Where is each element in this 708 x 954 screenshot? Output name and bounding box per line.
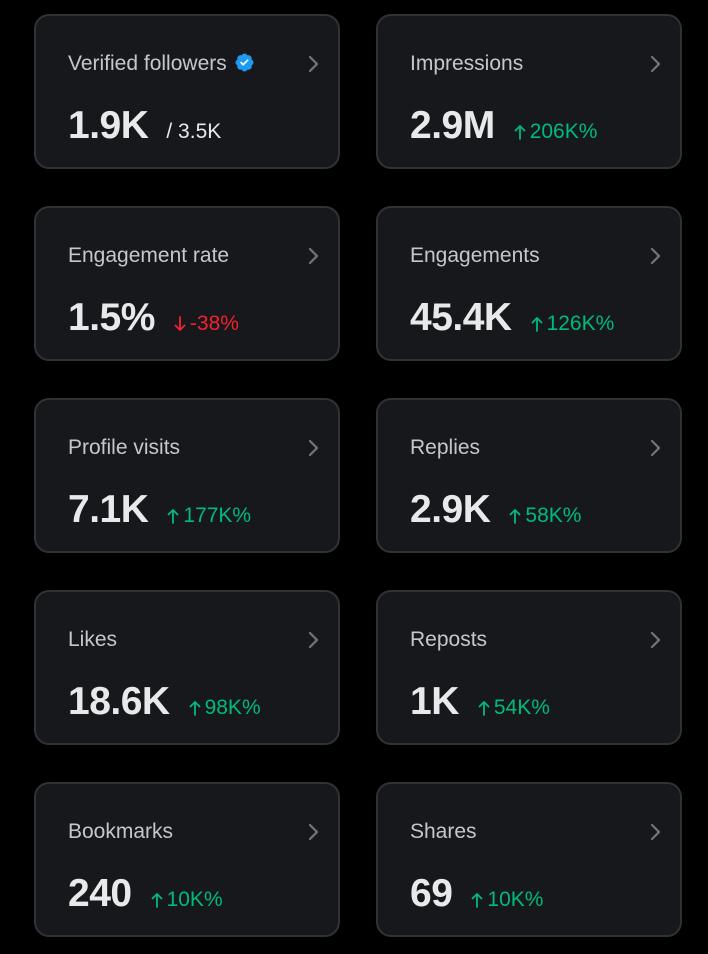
stat-card-engagement-rate[interactable]: Engagement rate 1.5% -38%	[34, 206, 340, 361]
chevron-right-icon	[650, 823, 661, 841]
chevron-right-icon	[650, 55, 661, 73]
card-value-row: 69 10K%	[410, 872, 543, 916]
change-value: 58K%	[525, 504, 582, 527]
card-value-row: 7.1K 177K%	[68, 488, 251, 532]
card-value: 1.9K	[68, 104, 149, 147]
card-value-row: 1.9K / 3.5K	[68, 104, 221, 148]
card-value: 240	[68, 872, 132, 915]
stat-card-replies[interactable]: Replies 2.9K 58K%	[376, 398, 682, 553]
card-value-row: 45.4K 126K%	[410, 296, 614, 340]
arrow-up-icon	[167, 509, 179, 524]
arrow-up-icon	[189, 701, 200, 716]
card-value: 2.9K	[410, 488, 491, 531]
card-value: 18.6K	[68, 680, 170, 723]
card-title: Replies	[410, 436, 481, 459]
card-title: Engagement rate	[68, 244, 230, 267]
stat-card-bookmarks[interactable]: Bookmarks 240 10K%	[34, 782, 340, 937]
change-indicator: 10K%	[470, 888, 543, 912]
change-value: 10K%	[487, 888, 544, 911]
change-indicator: 206K%	[513, 120, 598, 144]
stat-card-impressions[interactable]: Impressions 2.9M 206K%	[376, 14, 682, 169]
verified-badge-icon	[235, 53, 254, 72]
card-value: 1.5%	[68, 296, 155, 339]
chevron-right-icon	[308, 823, 319, 841]
followers-total: / 3.5K	[166, 120, 222, 143]
change-indicator: 58K%	[508, 504, 581, 528]
chevron-right-icon	[650, 247, 661, 265]
change-indicator: 10K%	[150, 888, 223, 912]
arrow-up-icon	[509, 509, 521, 524]
arrow-up-icon	[531, 317, 542, 332]
card-value: 7.1K	[68, 488, 149, 531]
card-title: Engagements	[410, 244, 540, 267]
chevron-right-icon	[650, 631, 661, 649]
chevron-right-icon	[650, 439, 661, 457]
card-title: Shares	[410, 820, 477, 843]
change-value: 54K%	[493, 696, 550, 719]
stat-card-shares[interactable]: Shares 69 10K%	[376, 782, 682, 937]
change-value: 206K%	[529, 120, 598, 143]
arrow-up-icon	[151, 893, 162, 908]
chevron-right-icon	[308, 439, 319, 457]
card-title-label: Verified followers	[68, 52, 227, 75]
card-value: 2.9M	[410, 104, 495, 147]
chevron-right-icon	[308, 631, 319, 649]
change-indicator: 126K%	[530, 312, 615, 336]
card-value-row: 2.9K 58K%	[410, 488, 581, 532]
card-value: 45.4K	[410, 296, 512, 339]
change-value: 10K%	[166, 888, 223, 911]
arrow-up-icon	[471, 893, 483, 908]
card-title: Bookmarks	[68, 820, 174, 843]
card-title: Profile visits	[68, 436, 181, 459]
card-value: 1K	[410, 680, 459, 723]
card-title: Verified followers	[68, 50, 255, 78]
stat-card-profile-visits[interactable]: Profile visits 7.1K 177K%	[34, 398, 340, 553]
chevron-right-icon	[308, 55, 319, 73]
arrow-up-icon	[478, 701, 490, 716]
card-value-row: 1.5% -38%	[68, 296, 239, 340]
change-indicator: -38%	[173, 312, 239, 336]
card-value-row: 240 10K%	[68, 872, 223, 916]
stat-card-engagements[interactable]: Engagements 45.4K 126K%	[376, 206, 682, 361]
change-indicator: 98K%	[188, 696, 261, 720]
chevron-right-icon	[308, 247, 319, 265]
card-title: Impressions	[410, 52, 524, 75]
change-value: -38%	[189, 312, 239, 335]
card-title: Reposts	[410, 628, 488, 651]
change-indicator: 177K%	[166, 504, 251, 528]
change-indicator: 54K%	[477, 696, 550, 720]
stat-card-verified-followers[interactable]: Verified followers 1.9K / 3.5K	[34, 14, 340, 169]
card-title: Likes	[68, 628, 118, 651]
arrow-up-icon	[514, 125, 526, 140]
card-value: 69	[410, 872, 453, 915]
change-value: 177K%	[183, 504, 252, 527]
stat-card-reposts[interactable]: Reposts 1K 54K%	[376, 590, 682, 745]
card-value-row: 2.9M 206K%	[410, 104, 597, 148]
change-value: 126K%	[546, 312, 615, 335]
arrow-down-icon	[174, 316, 186, 331]
card-value-row: 1K 54K%	[410, 680, 550, 724]
card-value-row: 18.6K 98K%	[68, 680, 261, 724]
stat-card-likes[interactable]: Likes 18.6K 98K%	[34, 590, 340, 745]
change-value: 98K%	[204, 696, 261, 719]
